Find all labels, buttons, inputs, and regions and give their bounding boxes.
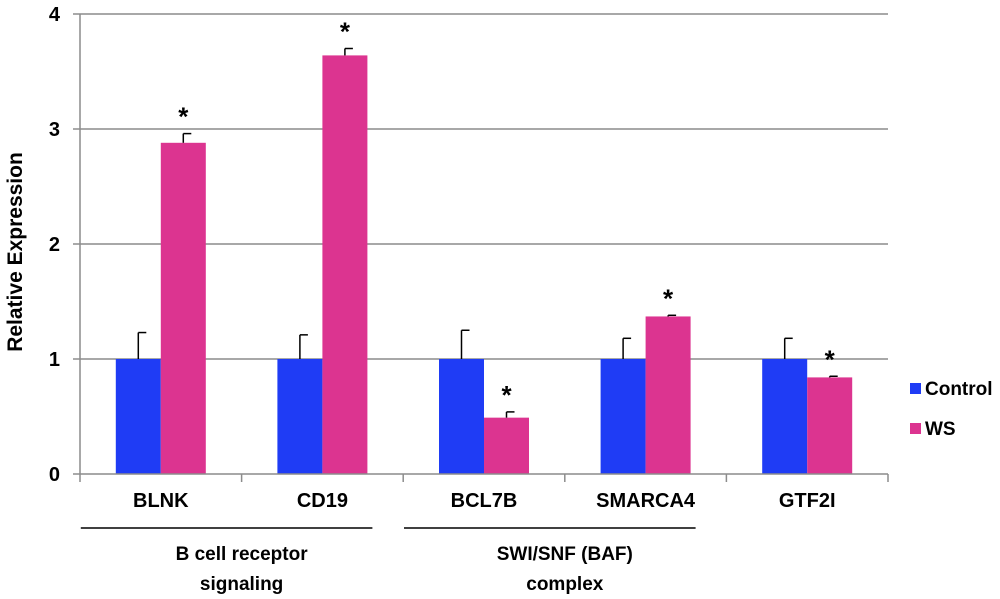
bar-control-gtf2i — [762, 359, 808, 474]
y-axis-title: Relative Expression — [4, 152, 27, 352]
bar-ws-smarca4 — [645, 316, 691, 474]
bar-control-cd19 — [277, 359, 323, 474]
bar-control-smarca4 — [600, 359, 646, 474]
group-label: complex — [526, 574, 604, 595]
bar-ws-bcl7b — [484, 417, 529, 474]
axes — [73, 13, 889, 482]
bar-control-bcl7b — [439, 359, 484, 474]
labels: 0 1 2 3 4 Relative Expression * BLNK * CD19 * BCL7B… — [4, 4, 836, 595]
x-tick-label: CD19 — [297, 490, 348, 512]
bar-ws-gtf2i — [807, 377, 853, 474]
significance-star: * — [501, 380, 512, 410]
legend-swatch-ws — [910, 423, 921, 434]
significance-star: * — [825, 344, 836, 374]
bar-ws-blnk — [160, 142, 206, 475]
bar-control-blnk — [115, 359, 161, 474]
significance-star: * — [178, 102, 189, 132]
y-tick-label: 3 — [49, 119, 60, 141]
y-tick-label: 2 — [49, 234, 60, 256]
y-tick-label: 1 — [49, 349, 60, 371]
legend: Control WS — [910, 379, 993, 440]
group-label: signaling — [200, 574, 283, 595]
group-label: SWI/SNF (BAF) — [497, 544, 633, 565]
significance-star: * — [663, 283, 674, 313]
x-tick-label: GTF2I — [779, 490, 836, 512]
group-label: B cell receptor — [176, 544, 309, 565]
x-tick-label: BCL7B — [451, 490, 518, 512]
legend-swatch-control — [910, 383, 921, 394]
y-tick-label: 4 — [49, 4, 61, 26]
legend-label-ws: WS — [925, 419, 956, 440]
x-tick-label: SMARCA4 — [596, 490, 696, 512]
significance-star: * — [340, 17, 351, 47]
x-tick-label: BLNK — [133, 490, 189, 512]
bars — [115, 47, 853, 475]
legend-label-control: Control — [925, 379, 993, 400]
y-tick-label: 0 — [49, 464, 60, 486]
bar-ws-cd19 — [322, 55, 368, 475]
